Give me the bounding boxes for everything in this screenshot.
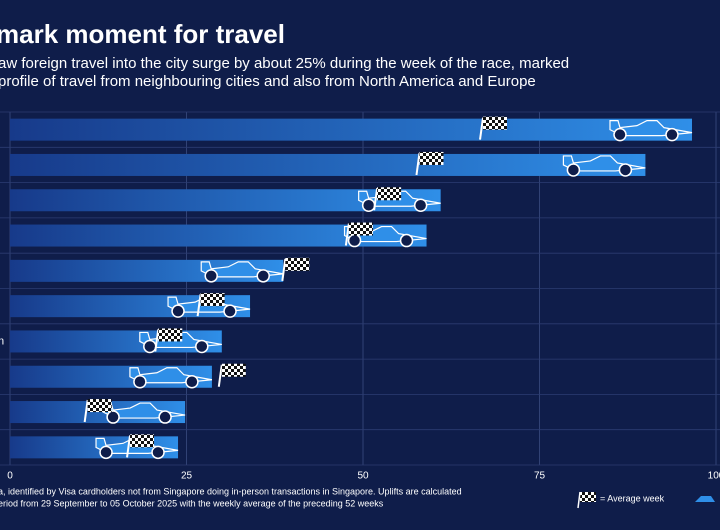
race-car [129, 367, 213, 389]
flag-pole [83, 399, 89, 423]
legend-car [695, 496, 715, 502]
flag-pole [196, 294, 202, 317]
average-week-flag [415, 151, 444, 176]
car-wheel [413, 198, 428, 212]
car-wheel [613, 127, 627, 142]
legend-pole [577, 491, 581, 509]
flag-cloth [377, 187, 402, 201]
subtitle: profile of travel from neighbouring citi… [0, 73, 536, 90]
flag-cloth [419, 151, 444, 165]
car-wheel [158, 410, 172, 424]
x-tick-label: 100 [708, 471, 720, 482]
flag-pole [344, 223, 350, 246]
flag-cloth [285, 257, 310, 271]
race-car [343, 225, 427, 248]
car-wheel [618, 163, 633, 177]
car-wheel [185, 375, 199, 389]
legend-flag [580, 492, 596, 502]
chart-title: mark moment for travel [0, 19, 285, 49]
car-wheel [256, 269, 270, 283]
footnote: eriod from 29 September to 05 October 20… [0, 498, 384, 508]
car-wheel [204, 269, 218, 283]
legend-label: = Average week [600, 493, 665, 503]
x-tick-label: 50 [357, 471, 369, 482]
race-car [562, 155, 646, 177]
car-wheel [195, 339, 209, 354]
y-tick-label: n [0, 335, 4, 347]
car-wheel [566, 163, 581, 177]
car-wheel [151, 445, 165, 460]
footnote: a, identified by Visa cardholders not fr… [0, 486, 462, 496]
flag-cloth [348, 222, 373, 236]
flag-pole [281, 258, 287, 281]
average-week-flag [373, 187, 402, 211]
flag-cloth [130, 434, 155, 448]
average-week-flag [217, 363, 246, 387]
bar [10, 224, 427, 247]
car-wheel [665, 127, 679, 142]
flag-cloth [200, 293, 225, 307]
average-week-flag [83, 399, 112, 423]
flag-pole [373, 188, 379, 211]
bar [10, 153, 646, 176]
average-week-flag [479, 116, 508, 140]
x-tick-label: 75 [534, 471, 546, 482]
flag-cloth [158, 328, 183, 342]
flag-pole [154, 329, 160, 352]
flag-cloth [483, 116, 508, 130]
car-wheel [171, 304, 185, 318]
car-wheel [347, 233, 362, 248]
flag-pole [126, 435, 132, 458]
average-week-flag [126, 434, 155, 458]
flag-cloth [87, 399, 112, 413]
car-wheel [361, 198, 376, 212]
flag-cloth [221, 363, 246, 377]
average-week-flag [344, 222, 373, 246]
car-wheel [223, 304, 237, 318]
race-car [200, 261, 284, 283]
car-wheel [133, 375, 147, 389]
subtitle: aw foreign travel into the city surge by… [0, 55, 569, 72]
average-week-flag [154, 328, 183, 352]
car-wheel [143, 339, 157, 354]
average-week-flag [196, 293, 225, 317]
flag-pole [479, 117, 485, 140]
bar [10, 118, 692, 141]
car-wheel [99, 445, 113, 460]
flag-pole [217, 364, 223, 387]
x-tick-label: 25 [181, 471, 193, 482]
race-car [609, 120, 693, 142]
car-wheel [106, 410, 120, 424]
race-car [102, 402, 186, 424]
car-wheel [399, 233, 414, 248]
average-week-flag [281, 257, 310, 281]
flag-pole [415, 152, 421, 176]
bar [10, 189, 441, 212]
x-tick-label: 0 [7, 471, 13, 482]
